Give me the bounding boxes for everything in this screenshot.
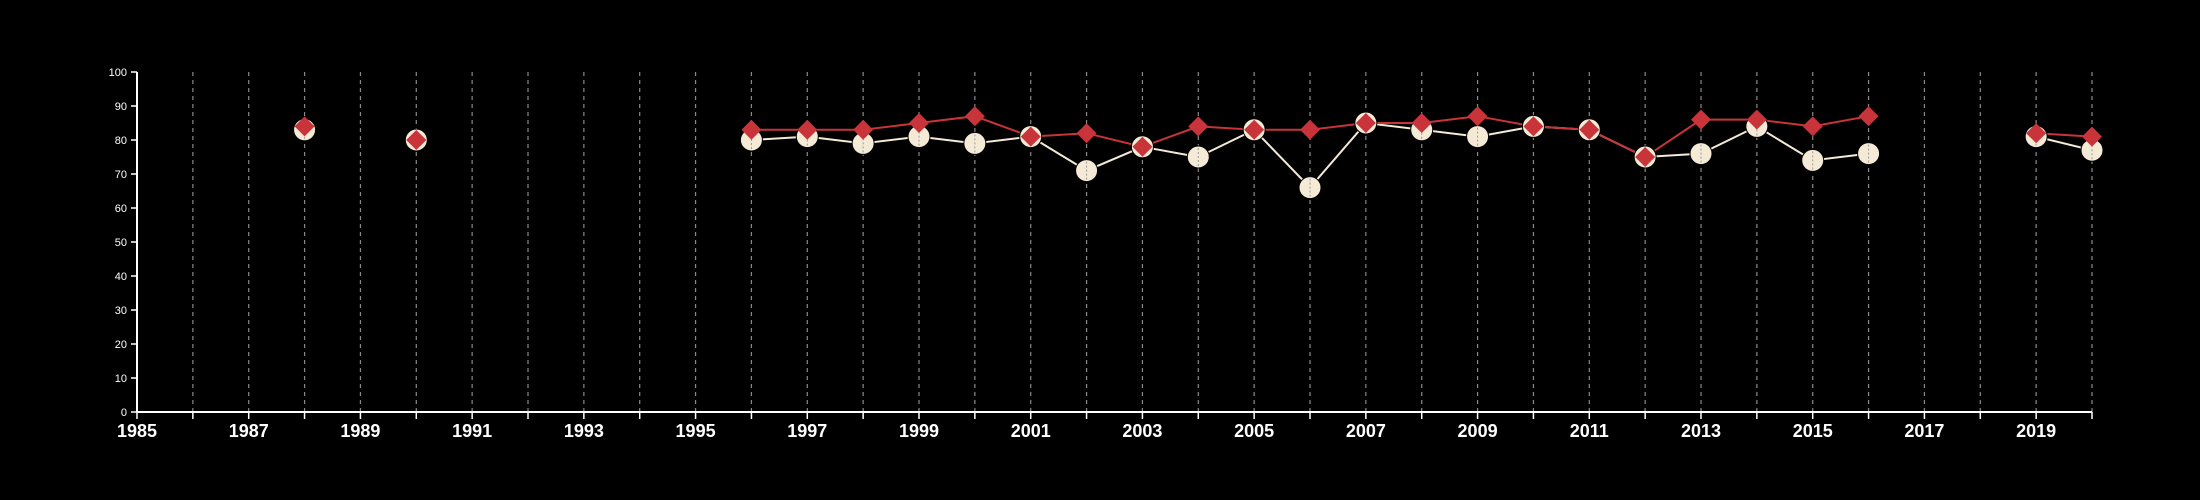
diamond-point <box>1691 109 1711 130</box>
x-tick-label: 2019 <box>2016 421 2056 441</box>
diamond-point <box>1132 136 1153 157</box>
x-tick-label: 1989 <box>340 421 380 441</box>
y-tick-label: 30 <box>115 305 127 317</box>
y-tick-label: 100 <box>109 67 127 79</box>
diamond-point <box>1635 147 1656 167</box>
x-tick-label: 2003 <box>1122 421 1162 441</box>
diamond-point <box>294 116 315 137</box>
diamond-point <box>1188 116 1209 137</box>
x-tick-label: 2007 <box>1346 421 1386 441</box>
diamond-point <box>2026 123 2047 144</box>
x-tick-label: 1987 <box>229 421 269 441</box>
diamond-point <box>853 119 874 140</box>
x-tick-label: 1985 <box>117 421 157 441</box>
diamond-point <box>1579 119 1600 140</box>
x-tick-label: 1991 <box>452 421 492 441</box>
y-tick-label: 70 <box>115 169 127 181</box>
diamond-point <box>1802 116 1823 137</box>
y-tick-label: 20 <box>115 339 127 351</box>
y-tick-label: 40 <box>115 271 127 283</box>
x-tick-label: 1995 <box>676 421 716 441</box>
x-tick-label: 2015 <box>1793 421 1833 441</box>
x-tick-label: 2005 <box>1234 421 1274 441</box>
x-tick-label: 2001 <box>1011 421 1051 441</box>
diamond-point <box>1355 113 1376 133</box>
y-tick-label: 10 <box>115 373 127 385</box>
diamond-point <box>1244 119 1265 140</box>
diamond-point <box>1746 109 1767 130</box>
y-tick-label: 50 <box>115 237 127 249</box>
y-tick-label: 60 <box>115 203 127 215</box>
diamond-point <box>1411 113 1432 133</box>
diamond-point <box>909 113 929 133</box>
diamond-point <box>1076 123 1097 144</box>
y-tick-label: 90 <box>115 101 127 113</box>
x-tick-label: 2017 <box>1904 421 1944 441</box>
diamond-point <box>741 119 762 140</box>
x-tick-label: 1997 <box>787 421 827 441</box>
diamond-point <box>1523 116 1544 137</box>
diamond-point <box>1467 106 1488 127</box>
x-tick-label: 2011 <box>1570 421 1609 441</box>
diamond-point <box>964 106 985 127</box>
diamond-point <box>797 119 818 140</box>
diamond-point <box>1300 119 1320 140</box>
diamond-point <box>1020 126 1041 147</box>
x-tick-label: 1993 <box>564 421 604 441</box>
diamond-point <box>1858 106 1879 127</box>
diamond-point <box>406 130 427 150</box>
x-tick-label: 2009 <box>1458 421 1498 441</box>
x-tick-label: 2013 <box>1681 421 1721 441</box>
x-tick-label: 1999 <box>899 421 939 441</box>
y-tick-label: 0 <box>121 407 127 419</box>
diamond-point <box>2082 126 2102 147</box>
y-tick-label: 80 <box>115 135 127 147</box>
